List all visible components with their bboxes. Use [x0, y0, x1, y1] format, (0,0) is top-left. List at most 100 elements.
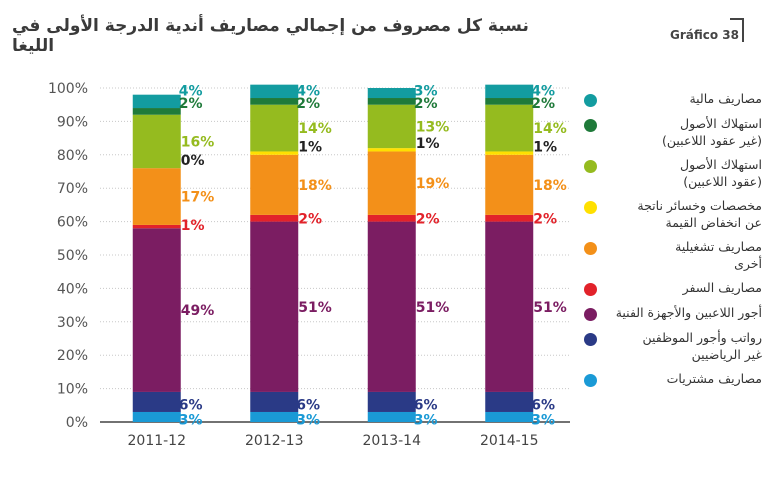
bar-segment — [132, 168, 181, 225]
data-label: 2% — [414, 96, 438, 112]
bar-segment — [367, 98, 416, 105]
data-label: 1% — [181, 218, 205, 234]
data-label: 4% — [296, 84, 320, 100]
legend-label: مصاريف السفر — [682, 280, 762, 295]
data-label: 2% — [416, 211, 440, 227]
legend-label: مخصصات وخسائر ناتجة عن انخفاض القيمة — [637, 198, 762, 230]
data-label: 6% — [531, 398, 555, 414]
data-label: 3% — [414, 84, 438, 100]
data-label: 2% — [531, 96, 555, 112]
y-tick-label: 70% — [57, 181, 88, 197]
bar-segment — [367, 411, 416, 422]
x-tick-label: 2013-14 — [363, 433, 422, 449]
y-tick-label: 30% — [57, 315, 88, 331]
data-label: 2% — [179, 96, 203, 112]
y-tick-label: 20% — [57, 348, 88, 364]
figure-tag-label: Gráfico 38 — [670, 28, 739, 42]
bar-segment — [132, 391, 181, 412]
data-label: 18% — [533, 178, 567, 194]
legend-swatch — [584, 160, 597, 173]
bar-segment — [250, 151, 299, 155]
data-label: 14% — [533, 121, 567, 137]
bar-segment — [132, 411, 181, 422]
bar-segment — [250, 104, 299, 152]
legend-swatch — [584, 94, 597, 107]
data-label: 1% — [416, 136, 440, 152]
data-label: 49% — [181, 303, 215, 319]
y-tick-label: 80% — [57, 148, 88, 164]
legend-label: أجور اللاعبين والأجهزة الفنية — [615, 305, 762, 320]
bar-segment — [132, 108, 181, 115]
bar-segment — [132, 228, 181, 392]
legend-swatch — [584, 242, 597, 255]
data-label: 51% — [298, 300, 332, 316]
bar-segment — [367, 214, 416, 222]
data-label: 14% — [298, 121, 332, 137]
data-label: 3% — [531, 412, 555, 428]
data-label: 18% — [298, 178, 332, 194]
bar-segment — [485, 221, 534, 392]
bar-segment — [485, 151, 534, 155]
bar-segment — [367, 148, 416, 152]
figure-tag: Gráfico 38 — [664, 18, 744, 46]
bar-segment — [367, 221, 416, 392]
bar-segment — [485, 84, 534, 99]
bar-segment — [367, 88, 416, 99]
data-label: 1% — [298, 139, 322, 155]
data-label: 51% — [533, 300, 567, 316]
bar-segment — [250, 84, 299, 99]
data-label: 2% — [298, 211, 322, 227]
bar-segment — [250, 391, 299, 412]
data-label: 16% — [181, 134, 215, 150]
legend-label: مصاريف تشغيلية أخرى — [675, 239, 762, 271]
data-label: 3% — [296, 412, 320, 428]
data-label: 6% — [179, 398, 203, 414]
data-label: 3% — [414, 412, 438, 428]
bar-segment — [132, 94, 181, 109]
x-tick-label: 2011-12 — [128, 433, 187, 449]
data-label: 6% — [296, 398, 320, 414]
bar-segment — [250, 98, 299, 105]
y-tick-label: 40% — [57, 281, 88, 297]
bar-segment — [367, 151, 416, 215]
legend-label: رواتب وأجور الموظفين غير الرياضيين — [642, 330, 762, 362]
figure-tag-rule-top — [730, 18, 744, 20]
bar-segment — [250, 221, 299, 392]
legend-label: مصاريف مالية — [689, 91, 762, 106]
data-label: 13% — [416, 119, 450, 135]
bar-segment — [485, 98, 534, 105]
data-label: 4% — [531, 84, 555, 100]
y-tick-label: 60% — [57, 215, 88, 231]
y-tick-label: 100% — [48, 81, 88, 97]
legend-swatch — [584, 374, 597, 387]
bar-segment — [132, 224, 181, 229]
data-label: 3% — [179, 412, 203, 428]
legend-label: استهلاك الأصول (عقود اللاعبين) — [680, 157, 762, 189]
data-label: 51% — [416, 300, 450, 316]
data-label: 4% — [179, 84, 203, 100]
bar-segment — [485, 391, 534, 412]
y-tick-label: 0% — [66, 415, 88, 431]
figure-tag-rule — [742, 18, 744, 42]
y-tick-label: 90% — [57, 114, 88, 130]
y-tick-label: 10% — [57, 382, 88, 398]
bar-segment — [250, 411, 299, 422]
bar-segment — [485, 411, 534, 422]
data-label: 2% — [533, 211, 557, 227]
legend-swatch — [584, 333, 597, 346]
bar-segment — [485, 214, 534, 222]
bar-segment — [250, 154, 299, 215]
bar-segment — [132, 114, 181, 169]
x-tick-label: 2014-15 — [480, 433, 539, 449]
x-tick-label: 2012-13 — [245, 433, 304, 449]
bar-segment — [367, 104, 416, 149]
data-label: 6% — [414, 398, 438, 414]
legend-swatch — [584, 119, 597, 132]
y-tick-label: 50% — [57, 248, 88, 264]
bar-segment — [485, 104, 534, 152]
data-label: 1% — [533, 139, 557, 155]
chart-title: نسبة كل مصروف من إجمالي مصاريف أندية الد… — [12, 16, 529, 56]
bar-segment — [367, 391, 416, 412]
legend-swatch — [584, 283, 597, 296]
